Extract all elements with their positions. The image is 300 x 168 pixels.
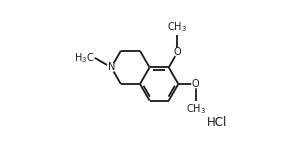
Text: CH$_3$: CH$_3$ — [167, 21, 188, 34]
Text: CH$_3$: CH$_3$ — [186, 102, 206, 116]
Text: HCl: HCl — [206, 116, 227, 129]
Text: N: N — [108, 62, 115, 72]
Text: O: O — [192, 79, 200, 89]
Circle shape — [192, 80, 199, 88]
Text: O: O — [174, 48, 181, 57]
Text: H$_3$C: H$_3$C — [74, 51, 94, 65]
Circle shape — [174, 49, 181, 56]
Circle shape — [107, 63, 116, 72]
